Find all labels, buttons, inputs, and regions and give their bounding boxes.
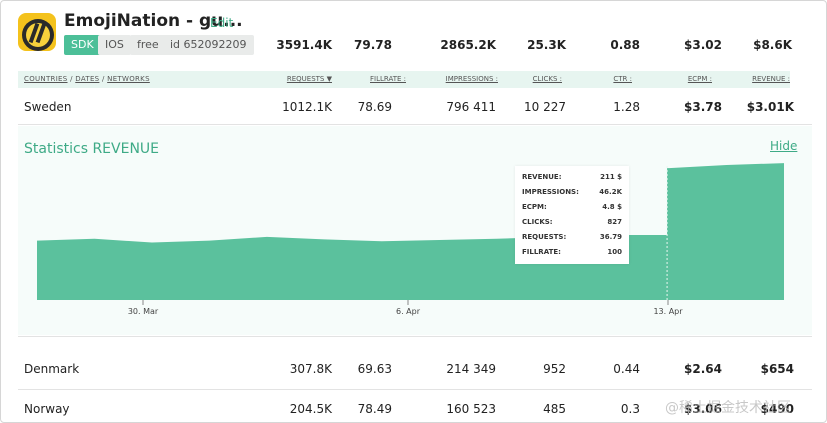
breadcrumb-countries[interactable]: COUNTRIES xyxy=(24,75,68,83)
tooltip-value: 827 xyxy=(607,218,622,226)
norway-requests: 204.5K xyxy=(289,402,332,416)
app-title: EmojiNation - gu... xyxy=(64,11,243,31)
summary-impressions: 2865.2K xyxy=(440,38,496,52)
row-country-sweden[interactable]: Sweden xyxy=(24,100,72,114)
breadcrumb-dates[interactable]: DATES xyxy=(75,75,100,83)
divider xyxy=(18,389,812,390)
breadcrumb: COUNTRIES / DATES / NETWORKS xyxy=(24,75,150,83)
norway-ecpm: $3.06 xyxy=(684,402,722,416)
norway-fillrate: 78.49 xyxy=(357,402,392,416)
breadcrumb-sep: / xyxy=(101,75,105,83)
breadcrumb-sep: / xyxy=(70,75,73,83)
divider xyxy=(18,336,812,337)
hide-chart-link[interactable]: Hide xyxy=(770,139,798,153)
column-requests[interactable]: REQUESTS ▼ xyxy=(286,75,332,83)
tag-free[interactable]: free xyxy=(130,35,166,55)
norway-clicks: 485 xyxy=(543,402,566,416)
tooltip-key: REVENUE: xyxy=(522,173,562,181)
tag-ios[interactable]: IOS xyxy=(98,35,131,55)
x-tick-label: 30. Mar xyxy=(128,307,159,316)
x-tick-label: 13. Apr xyxy=(653,307,683,316)
row-country-denmark[interactable]: Denmark xyxy=(24,362,80,376)
tag-sdk[interactable]: SDK xyxy=(64,35,101,55)
tooltip-value: 36.79 xyxy=(599,233,622,241)
denmark-ecpm: $2.64 xyxy=(684,362,722,376)
column-header-bar xyxy=(18,71,790,88)
norway-revenue: $490 xyxy=(760,402,794,416)
norway-ctr: 0.3 xyxy=(620,402,640,416)
sweden-impressions: 796 411 xyxy=(446,100,496,114)
tooltip-value: 211 $ xyxy=(600,173,622,181)
denmark-requests: 307.8K xyxy=(289,362,332,376)
denmark-revenue: $654 xyxy=(760,362,794,376)
tooltip-key: REQUESTS: xyxy=(522,233,567,241)
summary-ecpm: $3.02 xyxy=(684,38,722,52)
column-clicks[interactable]: CLICKS : xyxy=(532,75,562,83)
denmark-clicks: 952 xyxy=(543,362,566,376)
summary-revenue: $8.6K xyxy=(753,38,792,52)
sweden-fillrate: 78.69 xyxy=(357,100,392,114)
tag-app-id[interactable]: id 652092209 xyxy=(163,35,254,55)
summary-clicks: 25.3K xyxy=(527,38,566,52)
chart-tooltip: REVENUE: 211 $ IMPRESSIONS: 46.2K ECPM: 4.8… xyxy=(515,166,629,264)
summary-fillrate: 79.78 xyxy=(354,38,392,52)
watermark: @稀土掘金技术社区 xyxy=(665,400,791,416)
sweden-requests: 1012.1K xyxy=(282,100,332,114)
denmark-impressions: 214 349 xyxy=(446,362,496,376)
column-ctr[interactable]: CTR : xyxy=(613,75,632,83)
summary-ctr: 0.88 xyxy=(610,38,640,52)
revenue-area[interactable] xyxy=(37,163,784,300)
sweden-ecpm: $3.78 xyxy=(684,100,722,114)
sweden-ctr: 1.28 xyxy=(613,100,640,114)
denmark-fillrate: 69.63 xyxy=(357,362,392,376)
column-revenue[interactable]: REVENUE : xyxy=(752,75,790,83)
statistics-title: Statistics REVENUE xyxy=(24,141,160,157)
column-fillrate[interactable]: FILLRATE : xyxy=(370,75,406,83)
tooltip-key: CLICKS: xyxy=(522,218,553,226)
tooltip-value: 46.2K xyxy=(599,188,622,196)
column-ecpm[interactable]: ECPM : xyxy=(687,75,712,83)
sweden-revenue: $3.01K xyxy=(746,100,794,114)
sweden-clicks: 10 227 xyxy=(524,100,566,114)
emoji-icon xyxy=(22,19,54,51)
breadcrumb-networks[interactable]: NETWORKS xyxy=(107,75,150,83)
app-icon[interactable] xyxy=(18,13,56,51)
row-country-norway[interactable]: Norway xyxy=(24,402,70,416)
tooltip-value: 100 xyxy=(607,248,622,256)
column-impressions[interactable]: IMPRESSIONS : xyxy=(445,75,498,83)
tooltip-key: ECPM: xyxy=(522,203,547,211)
norway-impressions: 160 523 xyxy=(446,402,496,416)
tooltip-value: 4.8 $ xyxy=(602,203,622,211)
edit-link[interactable]: Edit xyxy=(210,16,234,30)
summary-requests: 3591.4K xyxy=(276,38,332,52)
tooltip-key: FILLRATE: xyxy=(522,248,561,256)
denmark-ctr: 0.44 xyxy=(613,362,640,376)
divider xyxy=(18,124,812,125)
tooltip-key: IMPRESSIONS: xyxy=(522,188,579,196)
x-tick-label: 6. Apr xyxy=(396,307,421,316)
